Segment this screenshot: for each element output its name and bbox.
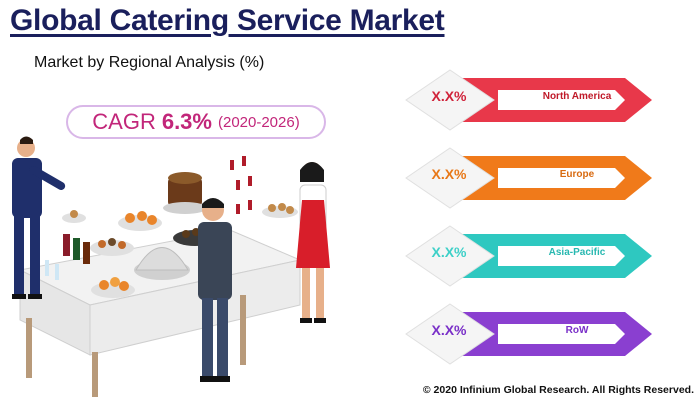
region-value: X.X% (431, 166, 467, 182)
region-banner-icon (405, 147, 652, 209)
region-row-north-america: X.X% North America (400, 64, 700, 136)
wine-glasses-icon (45, 156, 252, 280)
page-title: Global Catering Service Market (10, 4, 445, 37)
waitress-figure-icon (296, 162, 330, 323)
region-name: Europe (559, 169, 595, 180)
page-subtitle: Market by Regional Analysis (%) (34, 54, 265, 71)
region-value: X.X% (431, 88, 467, 104)
region-name: Asia-Pacific (548, 247, 606, 258)
food-platters-icon (62, 172, 298, 298)
catering-illustration (12, 136, 330, 397)
region-row-row: X.X% RoW (400, 298, 700, 370)
region-value: X.X% (431, 244, 467, 260)
copyright-notice: © 2020 Infinium Global Research. All Rig… (422, 384, 694, 396)
cagr-period: (2020-2026) (217, 113, 300, 131)
man-center-figure-icon (198, 198, 232, 382)
region-value: X.X% (431, 322, 467, 338)
cagr-value: 6.3% (161, 109, 212, 134)
region-name: RoW (565, 325, 589, 336)
cagr-label: CAGR (92, 109, 156, 134)
region-name: North America (542, 91, 612, 102)
cagr-badge: CAGR 6.3% (2020-2026) (66, 105, 326, 139)
region-row-europe: X.X% Europe (400, 142, 700, 214)
region-banner-icon (405, 69, 652, 131)
region-banner-icon (405, 303, 652, 365)
region-row-asia-pacific: X.X% Asia-Pacific (400, 220, 700, 292)
man-left-figure-icon (12, 136, 66, 299)
region-banner-icon (405, 225, 652, 287)
regional-breakdown: X.X% North America X.X% Europe X.X% Asia… (400, 64, 700, 374)
